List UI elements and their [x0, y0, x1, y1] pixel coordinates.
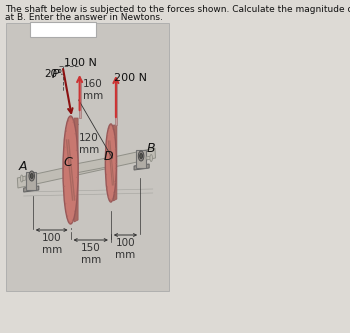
Ellipse shape — [20, 175, 23, 182]
Polygon shape — [146, 156, 151, 160]
FancyBboxPatch shape — [115, 81, 117, 125]
Ellipse shape — [63, 116, 78, 224]
Text: 150
mm: 150 mm — [80, 243, 101, 265]
FancyBboxPatch shape — [136, 150, 146, 168]
Polygon shape — [24, 186, 39, 192]
FancyBboxPatch shape — [30, 22, 96, 37]
Polygon shape — [74, 118, 78, 222]
Ellipse shape — [30, 173, 33, 178]
Polygon shape — [73, 158, 110, 173]
Text: 100 N: 100 N — [64, 58, 97, 68]
Text: B: B — [147, 142, 155, 155]
Polygon shape — [134, 164, 149, 170]
Ellipse shape — [105, 124, 117, 202]
Ellipse shape — [150, 155, 153, 162]
Text: D: D — [104, 151, 114, 164]
Text: 120
mm: 120 mm — [79, 133, 99, 155]
Text: 20°: 20° — [44, 69, 63, 79]
Text: P: P — [52, 68, 59, 81]
Text: 100
mm: 100 mm — [116, 238, 135, 260]
FancyBboxPatch shape — [6, 23, 169, 291]
Text: 100
mm: 100 mm — [42, 233, 62, 255]
Text: 160
mm: 160 mm — [83, 79, 103, 101]
Polygon shape — [113, 125, 117, 201]
Ellipse shape — [29, 171, 35, 181]
Ellipse shape — [138, 151, 144, 161]
FancyBboxPatch shape — [79, 80, 80, 118]
Text: at B. Enter the answer in Newtons.: at B. Enter the answer in Newtons. — [5, 13, 163, 22]
FancyBboxPatch shape — [26, 172, 36, 190]
Polygon shape — [22, 176, 26, 181]
Ellipse shape — [140, 154, 142, 159]
Polygon shape — [18, 148, 155, 188]
Text: A: A — [19, 160, 27, 172]
Text: C: C — [64, 156, 72, 168]
Text: 200 N: 200 N — [113, 73, 147, 83]
Text: The shaft below is subjected to the forces shown. Calculate the magnitude of the: The shaft below is subjected to the forc… — [5, 5, 350, 14]
